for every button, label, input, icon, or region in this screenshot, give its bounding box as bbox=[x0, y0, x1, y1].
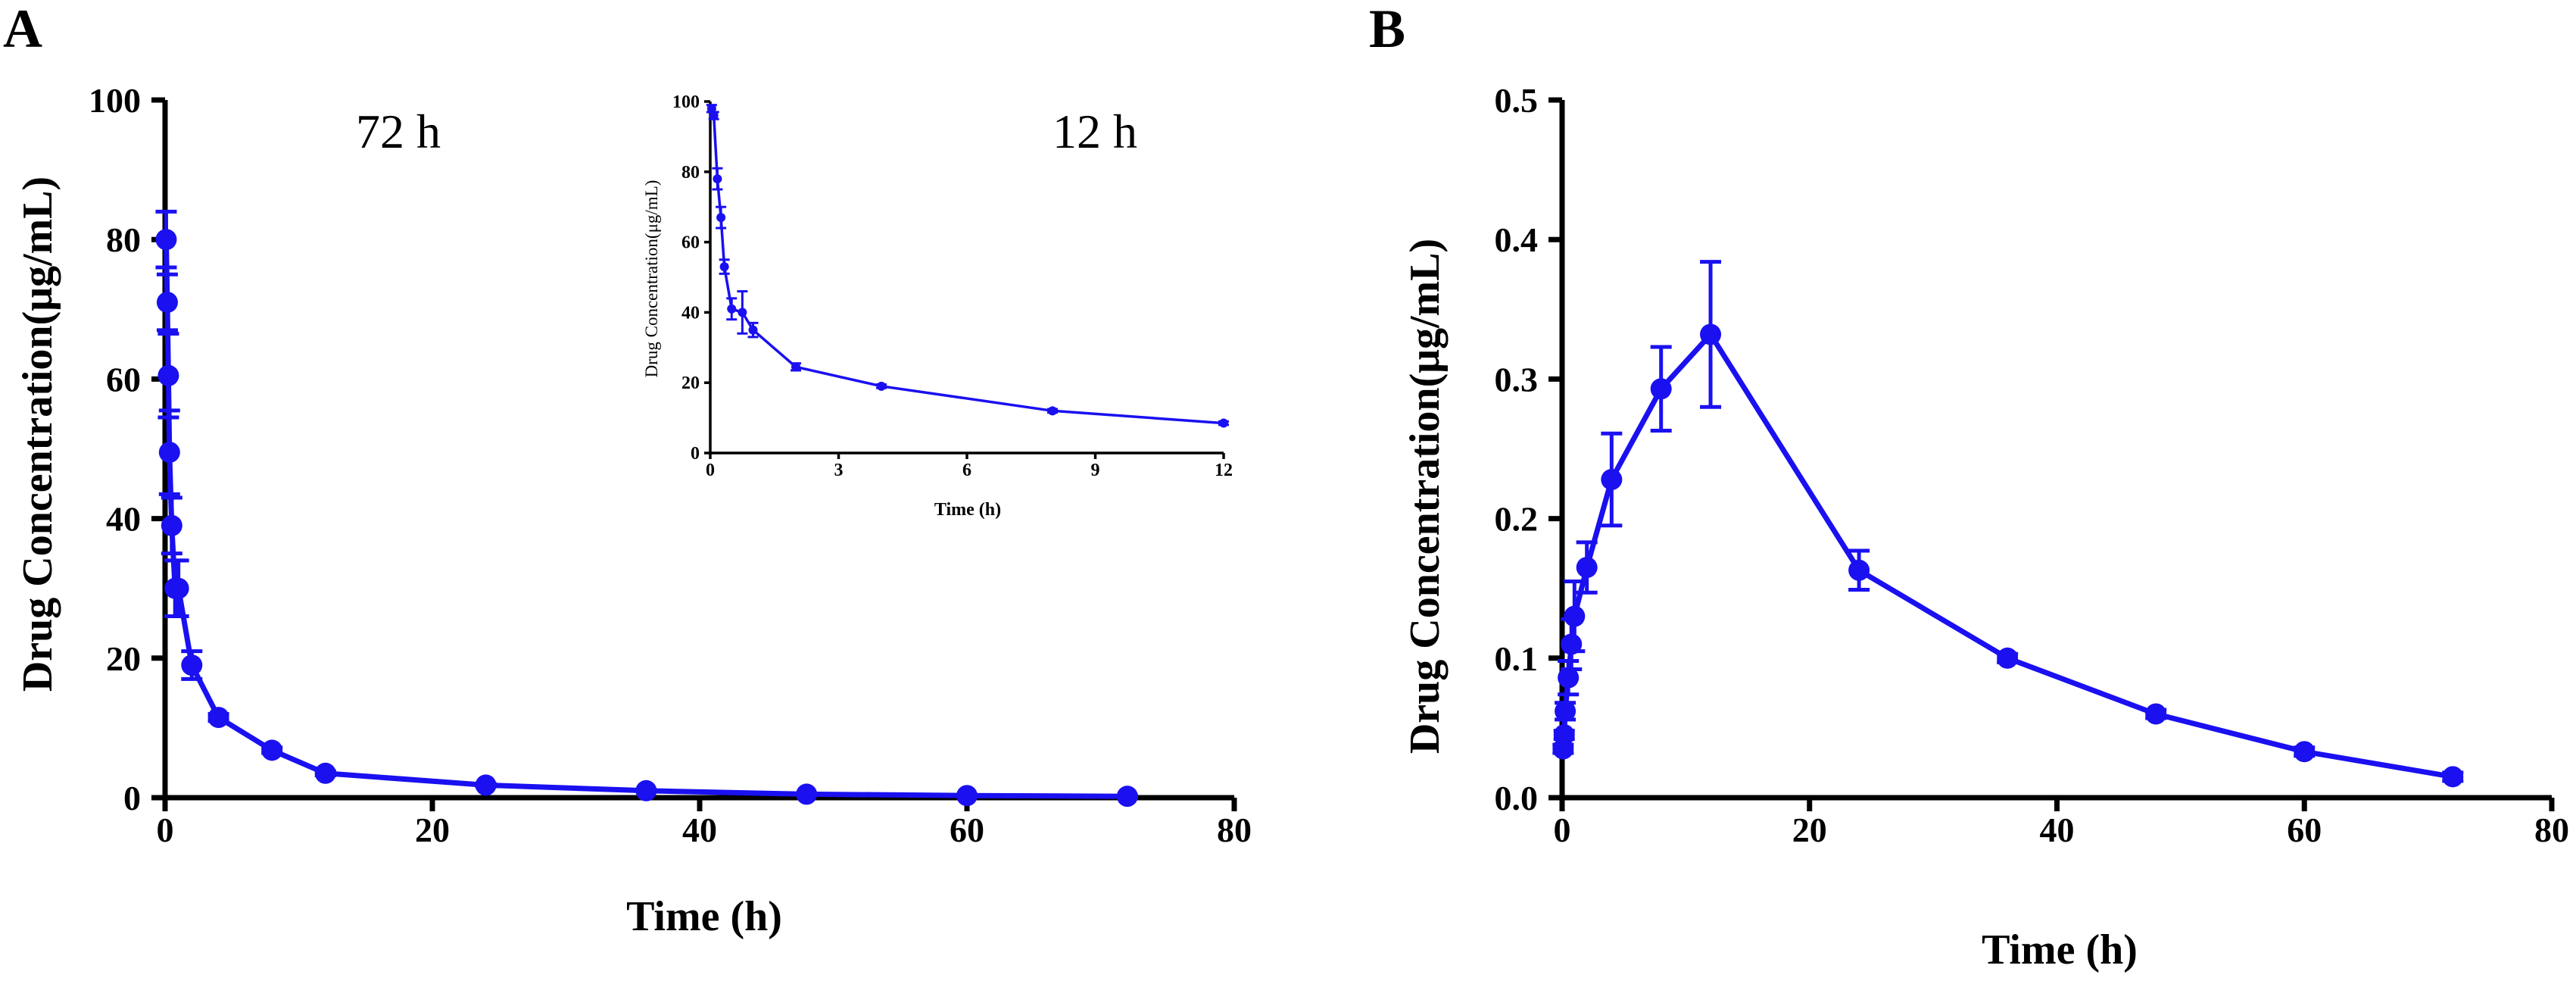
duration-label-12h: 12 h bbox=[1053, 105, 1137, 158]
b-data-point bbox=[2294, 741, 2316, 763]
a-data-point bbox=[261, 739, 283, 761]
a-data-point bbox=[155, 229, 177, 251]
inset-data-point bbox=[706, 104, 716, 114]
inset-x-tick-label: 12 bbox=[1215, 461, 1233, 480]
y-axis-title: Drug Concentration(μg/mL) bbox=[14, 177, 61, 692]
a-data-point bbox=[156, 292, 178, 314]
b-y-tick-label: 0.2 bbox=[1495, 500, 1539, 539]
inset-data-point bbox=[877, 381, 886, 391]
b-data-point bbox=[2145, 703, 2167, 725]
a-y-tick-label: 100 bbox=[89, 81, 141, 120]
x-axis-title: Time (h) bbox=[626, 893, 782, 940]
b-data-point bbox=[1650, 378, 1672, 400]
axes-b: 0 20 40 60 80 0.0 0.1 0.2 0.3 0.4 0.5 bbox=[1495, 81, 2570, 849]
panel-a: A 72 h Time (h) Drug Concentration(μg/mL… bbox=[3, 0, 1252, 940]
a-y-tick-label: 80 bbox=[106, 220, 141, 259]
a-data-point bbox=[796, 783, 818, 805]
a-x-tick-label: 40 bbox=[682, 811, 717, 849]
b-data-point bbox=[1564, 605, 1586, 627]
inset-data-point bbox=[709, 111, 719, 120]
inset-x-tick-label: 9 bbox=[1091, 461, 1100, 480]
b-y-tick-label: 0.1 bbox=[1495, 639, 1539, 678]
inset-12h: 12 h Time (h) Drug Concentration(μg/mL) … bbox=[642, 92, 1233, 520]
a-x-tick-label: 60 bbox=[950, 811, 984, 849]
a-x-tick-label: 20 bbox=[415, 811, 450, 849]
b-data-point bbox=[1558, 667, 1580, 689]
inset-y-tick-label: 60 bbox=[681, 233, 700, 253]
a-y-tick-label: 0 bbox=[123, 779, 141, 817]
b-x-tick-label: 20 bbox=[1792, 811, 1827, 849]
a-y-tick-label: 60 bbox=[106, 360, 141, 398]
inset-y-tick-label: 40 bbox=[681, 303, 700, 323]
a-data-point bbox=[157, 364, 179, 386]
duration-label-72h: 72 h bbox=[356, 105, 441, 158]
panel-letter-b: B bbox=[1369, 0, 1405, 59]
inset-data-point bbox=[713, 174, 722, 184]
series-a bbox=[155, 209, 1138, 808]
b-data-point bbox=[1601, 469, 1623, 491]
b-data-point bbox=[1700, 323, 1722, 345]
inset-x-tick-label: 3 bbox=[834, 461, 844, 480]
b-data-point bbox=[1555, 700, 1576, 722]
a-data-point bbox=[475, 774, 497, 796]
inset-y-tick-label: 20 bbox=[681, 373, 700, 393]
y-axis-title-b: Drug Concentration(μg/mL) bbox=[1402, 239, 1449, 754]
a-data-point bbox=[161, 514, 182, 536]
b-x-tick-label: 60 bbox=[2287, 811, 2322, 849]
a-y-tick-label: 20 bbox=[106, 639, 141, 678]
b-y-tick-label: 0.0 bbox=[1495, 779, 1539, 817]
inset-y-tick-label: 80 bbox=[681, 163, 700, 183]
a-x-tick-label: 0 bbox=[157, 811, 174, 849]
inset-y-axis-title: Drug Concentration(μg/mL) bbox=[642, 180, 661, 378]
inset-data-point bbox=[716, 213, 726, 223]
inset-x-axis-title: Time (h) bbox=[934, 500, 1001, 520]
panel-b: B Time (h) Drug Concentration(μg/mL) 0 20… bbox=[1369, 0, 2569, 973]
b-x-tick-label: 40 bbox=[2040, 811, 2075, 849]
a-data-point bbox=[167, 577, 189, 599]
b-data-point bbox=[1553, 724, 1575, 746]
inset-data-point bbox=[748, 325, 758, 335]
a-data-point bbox=[181, 655, 203, 676]
series-b bbox=[1552, 260, 2464, 788]
a-data-point bbox=[1116, 786, 1138, 808]
b-data-point bbox=[1561, 633, 1583, 655]
b-y-tick-label: 0.5 bbox=[1495, 81, 1539, 120]
panel-letter-a: A bbox=[3, 0, 42, 59]
b-data-point bbox=[1576, 557, 1598, 579]
b-y-tick-label: 0.3 bbox=[1495, 360, 1539, 398]
inset-data-point bbox=[1219, 418, 1228, 428]
inset-y-tick-label: 100 bbox=[672, 92, 700, 112]
inset-data-point bbox=[719, 262, 729, 272]
b-x-tick-label: 80 bbox=[2534, 811, 2569, 849]
b-data-point bbox=[1997, 647, 2019, 669]
inset-x-tick-label: 0 bbox=[706, 461, 715, 480]
b-data-point bbox=[1848, 559, 1870, 581]
a-data-point bbox=[956, 785, 978, 807]
a-y-tick-label: 40 bbox=[106, 500, 141, 539]
series-inset bbox=[706, 104, 1229, 428]
inset-data-point bbox=[738, 308, 747, 317]
x-axis-title-b: Time (h) bbox=[1982, 926, 2138, 973]
b-x-tick-label: 0 bbox=[1554, 811, 1571, 849]
b-series-line bbox=[1560, 332, 2453, 779]
a-data-point bbox=[158, 442, 180, 464]
b-data-point bbox=[2442, 766, 2464, 788]
inset-x-tick-label: 6 bbox=[962, 461, 971, 480]
a-data-point bbox=[314, 762, 336, 784]
inset-y-tick-label: 0 bbox=[691, 444, 700, 464]
b-y-tick-label: 0.4 bbox=[1495, 220, 1539, 259]
a-x-tick-label: 80 bbox=[1217, 811, 1252, 849]
inset-data-point bbox=[1048, 406, 1057, 416]
a-data-point bbox=[207, 707, 229, 729]
inset-data-point bbox=[791, 362, 800, 372]
inset-series-line bbox=[710, 108, 1224, 425]
axes-inset: 0 3 6 9 12 0 20 40 60 80 100 bbox=[672, 92, 1233, 480]
a-data-point bbox=[635, 779, 657, 801]
inset-data-point bbox=[727, 304, 737, 314]
